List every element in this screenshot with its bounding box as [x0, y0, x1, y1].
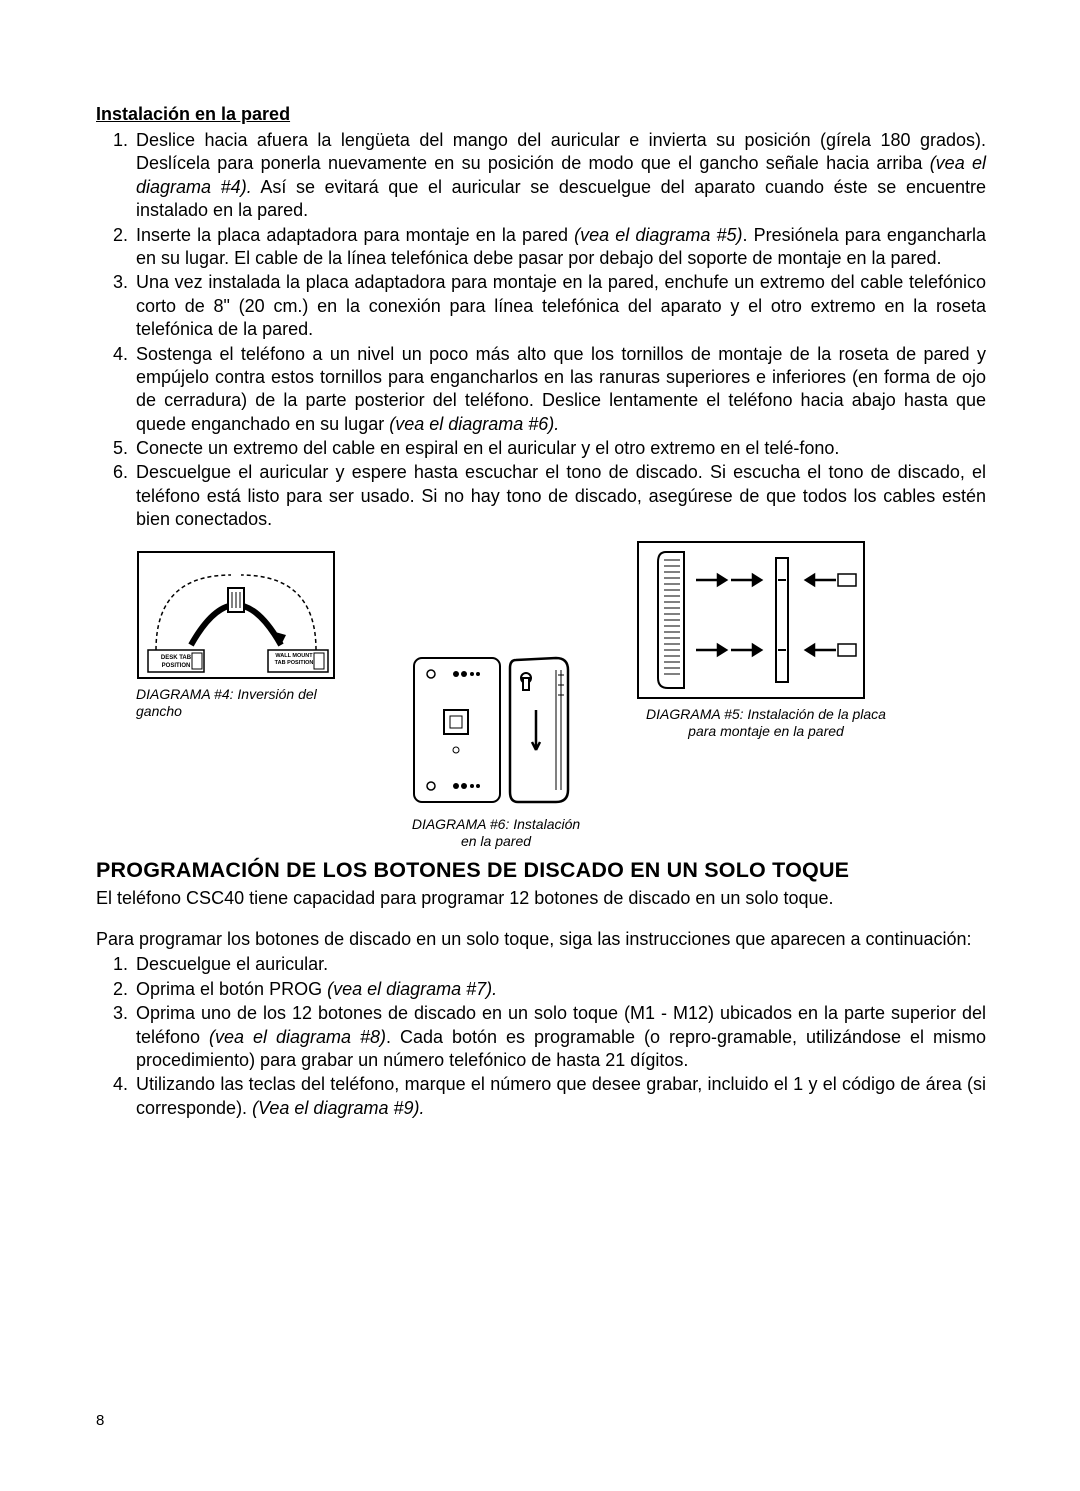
- page-content: Instalación en la pared 1. Deslice hacia …: [96, 104, 986, 1121]
- diagram-4: DESK TAB POSITION WALL MOUNT TAB POSITIO…: [136, 550, 366, 721]
- list-number: 2.: [96, 978, 128, 1001]
- list-text: (Vea el diagrama #9).: [252, 1098, 424, 1118]
- list-text: (vea el diagrama #7).: [327, 979, 497, 999]
- list-text: Deslice hacia afuera la lengüeta del man…: [136, 130, 986, 173]
- programming-intro-2: Para programar los botones de discado en…: [96, 928, 986, 951]
- svg-text:POSITION: POSITION: [162, 663, 191, 669]
- diagram-5-caption: DIAGRAMA #5: Instalación de la placa par…: [636, 706, 896, 741]
- list-item: 3.Una vez instalada la placa adaptadora …: [136, 271, 986, 341]
- svg-text:DESK TAB: DESK TAB: [161, 655, 192, 661]
- list-text: Descuelgue el auricular y espere hasta e…: [136, 462, 986, 529]
- programming-steps: 1.Descuelgue el auricular.2.Oprima el bo…: [96, 953, 986, 1120]
- list-item: 1.Deslice hacia afuera la lengüeta del m…: [136, 129, 986, 223]
- svg-text:WALL MOUNT: WALL MOUNT: [275, 653, 313, 659]
- diagram-5-svg: [636, 540, 866, 700]
- list-number: 1.: [96, 129, 128, 152]
- list-item: 4.Utilizando las teclas del teléfono, ma…: [136, 1073, 986, 1120]
- list-item: 3.Oprima uno de los 12 botones de discad…: [136, 1002, 986, 1072]
- diagram-4-svg: DESK TAB POSITION WALL MOUNT TAB POSITIO…: [136, 550, 336, 680]
- list-number: 2.: [96, 224, 128, 247]
- list-text: Inserte la placa adaptadora para montaje…: [136, 225, 574, 245]
- list-text: Una vez instalada la placa adaptadora pa…: [136, 272, 986, 339]
- diagram-6: DIAGRAMA #6: Instalación en la pared: [406, 650, 586, 851]
- list-number: 1.: [96, 953, 128, 976]
- list-number: 5.: [96, 437, 128, 460]
- page-number: 8: [96, 1412, 104, 1429]
- programming-intro-1: El teléfono CSC40 tiene capacidad para p…: [96, 887, 986, 910]
- list-number: 3.: [96, 271, 128, 294]
- wall-install-heading: Instalación en la pared: [96, 104, 986, 125]
- list-item: 4.Sostenga el teléfono a un nivel un poc…: [136, 343, 986, 437]
- list-item: 2.Oprima el botón PROG (vea el diagrama …: [136, 978, 986, 1001]
- diagram-6-caption: DIAGRAMA #6: Instalación en la pared: [406, 816, 586, 851]
- list-text: (vea el diagrama #6).: [389, 414, 559, 434]
- list-text: Sostenga el teléfono a un nivel un poco …: [136, 344, 986, 434]
- diagrams-row: DESK TAB POSITION WALL MOUNT TAB POSITIO…: [96, 550, 986, 850]
- list-item: 1.Descuelgue el auricular.: [136, 953, 986, 976]
- list-number: 4.: [96, 1073, 128, 1096]
- list-item: 6.Descuelgue el auricular y espere hasta…: [136, 461, 986, 531]
- diagram-6-svg: [406, 650, 576, 810]
- list-item: 2.Inserte la placa adaptadora para monta…: [136, 224, 986, 271]
- svg-text:TAB POSITION: TAB POSITION: [275, 660, 314, 666]
- list-number: 3.: [96, 1002, 128, 1025]
- list-text: Oprima el botón PROG: [136, 979, 327, 999]
- list-text: (vea el diagrama #8): [209, 1027, 386, 1047]
- list-text: Descuelgue el auricular.: [136, 954, 328, 974]
- list-text: Conecte un extremo del cable en espiral …: [136, 438, 839, 458]
- list-number: 4.: [96, 343, 128, 366]
- wall-install-steps: 1. Deslice hacia afuera la lengüeta del m…: [96, 129, 986, 532]
- list-number: 6.: [96, 461, 128, 484]
- list-item: 5.Conecte un extremo del cable en espira…: [136, 437, 986, 460]
- list-text: (vea el diagrama #5): [574, 225, 742, 245]
- list-text: Así se evitará que el auricular se descu…: [136, 177, 986, 220]
- diagram-4-caption: DIAGRAMA #4: Inversión del gancho: [136, 686, 366, 721]
- diagram-5: DIAGRAMA #5: Instalación de la placa par…: [636, 540, 896, 741]
- programming-section-title: PROGRAMACIÓN DE LOS BOTONES DE DISCADO E…: [96, 858, 986, 883]
